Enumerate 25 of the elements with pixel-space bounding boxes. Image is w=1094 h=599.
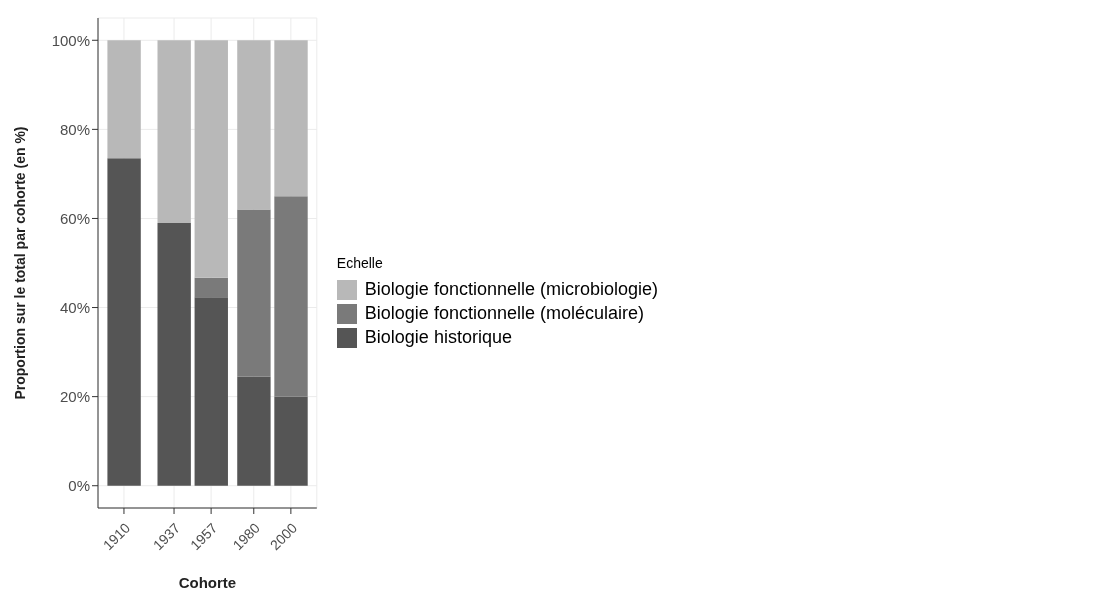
y-tick-label: 80% — [59, 120, 90, 138]
y-tick-label: 0% — [68, 477, 90, 495]
bar — [107, 158, 141, 486]
legend-title: Echelle — [336, 255, 384, 271]
legend-label: Biologie historique — [364, 327, 512, 348]
bar — [157, 40, 191, 223]
bar — [237, 209, 271, 377]
bar — [274, 396, 308, 486]
bar — [274, 40, 308, 197]
bar — [274, 196, 308, 397]
bar — [237, 376, 271, 486]
bar — [194, 277, 228, 298]
y-tick-label: 100% — [51, 31, 90, 49]
x-axis-title: Cohorte — [178, 574, 237, 591]
legend-label: Biologie fonctionnelle (microbiologie) — [364, 279, 658, 300]
y-tick-label: 60% — [59, 209, 90, 227]
bar — [157, 222, 191, 486]
bar — [107, 40, 141, 159]
bar — [237, 40, 271, 210]
y-axis-title: Proportion sur le total par cohorte (en %) — [11, 126, 28, 400]
bar — [194, 297, 228, 486]
legend-label: Biologie fonctionnelle (moléculaire) — [364, 303, 644, 324]
y-tick-label: 20% — [59, 387, 90, 405]
y-tick-label: 40% — [59, 298, 90, 316]
bar — [194, 40, 228, 278]
